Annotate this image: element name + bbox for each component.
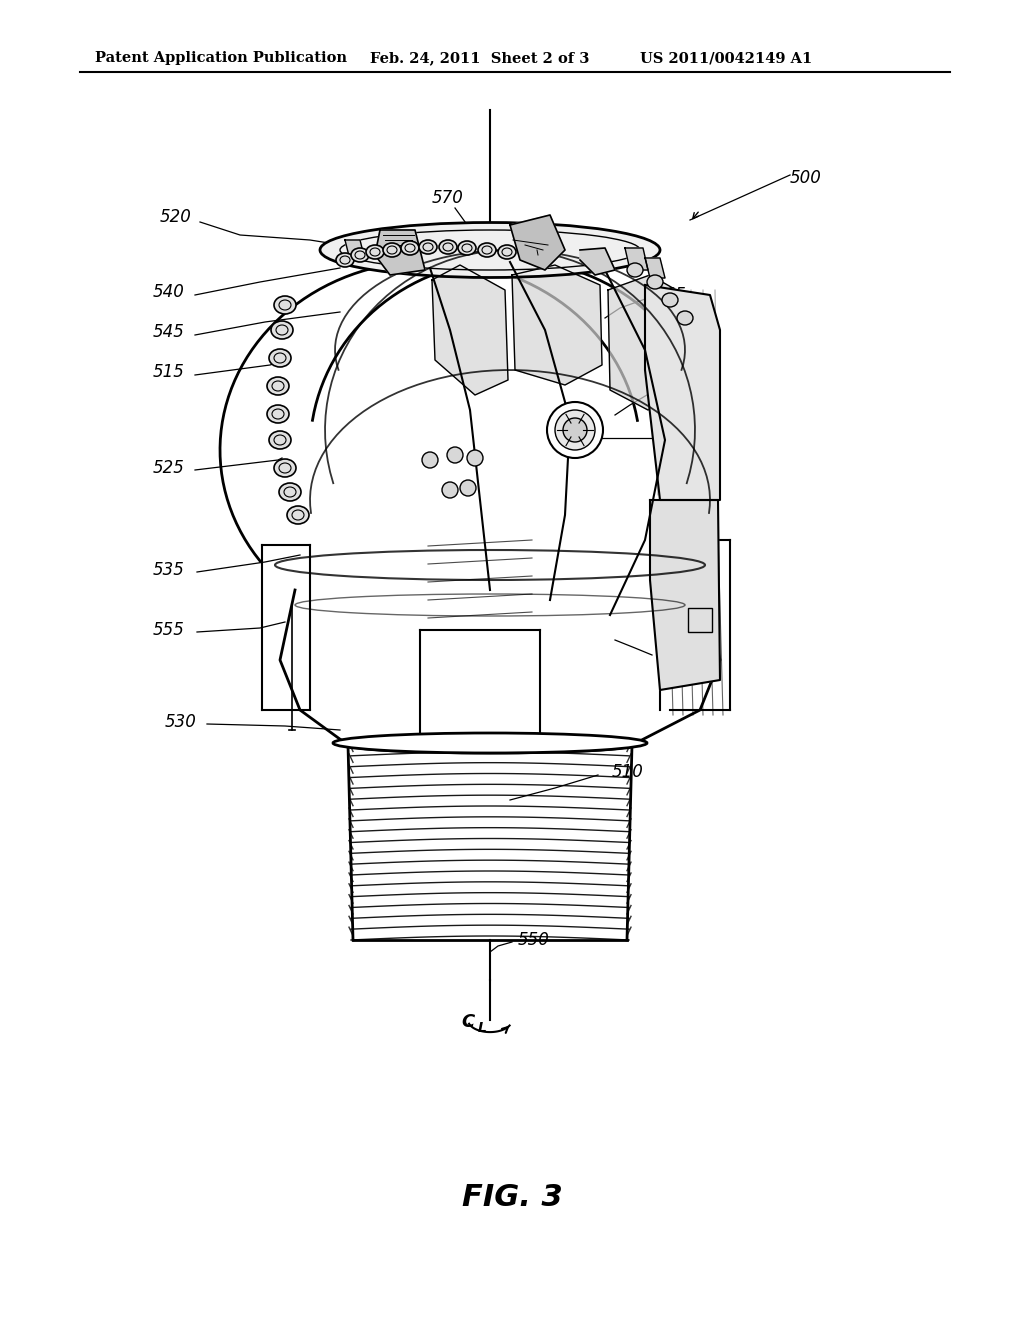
- Ellipse shape: [287, 506, 309, 524]
- Ellipse shape: [333, 733, 647, 752]
- Text: 505: 505: [660, 643, 692, 661]
- Text: 525: 525: [153, 459, 185, 477]
- Circle shape: [460, 480, 476, 496]
- Ellipse shape: [274, 459, 296, 477]
- Circle shape: [547, 403, 603, 458]
- Ellipse shape: [478, 243, 496, 257]
- Ellipse shape: [319, 223, 660, 277]
- Text: US 2011/0042149 A1: US 2011/0042149 A1: [640, 51, 812, 65]
- Ellipse shape: [498, 246, 516, 259]
- Text: 560: 560: [660, 426, 692, 444]
- Ellipse shape: [348, 737, 632, 752]
- Circle shape: [467, 450, 483, 466]
- Circle shape: [555, 411, 595, 450]
- Text: 520: 520: [160, 209, 191, 226]
- Text: 540: 540: [153, 282, 185, 301]
- Ellipse shape: [419, 240, 437, 253]
- Ellipse shape: [383, 243, 401, 257]
- Ellipse shape: [267, 378, 289, 395]
- Text: 550: 550: [518, 931, 550, 949]
- Text: C: C: [462, 1012, 475, 1031]
- Ellipse shape: [351, 248, 369, 261]
- Ellipse shape: [279, 483, 301, 502]
- Ellipse shape: [662, 293, 678, 308]
- Circle shape: [563, 418, 587, 442]
- Polygon shape: [645, 257, 665, 279]
- Polygon shape: [650, 500, 720, 690]
- Polygon shape: [345, 240, 365, 260]
- Circle shape: [442, 482, 458, 498]
- Ellipse shape: [274, 296, 296, 314]
- Polygon shape: [645, 285, 720, 500]
- Ellipse shape: [271, 321, 293, 339]
- Ellipse shape: [677, 312, 693, 325]
- Text: 570: 570: [660, 379, 692, 397]
- Circle shape: [447, 447, 463, 463]
- Text: 545: 545: [153, 323, 185, 341]
- Text: Patent Application Publication: Patent Application Publication: [95, 51, 347, 65]
- Ellipse shape: [647, 275, 663, 289]
- Polygon shape: [512, 265, 602, 385]
- Circle shape: [422, 451, 438, 469]
- Text: 535: 535: [153, 561, 185, 579]
- Polygon shape: [432, 265, 508, 395]
- Polygon shape: [625, 248, 648, 271]
- Polygon shape: [375, 230, 425, 275]
- Ellipse shape: [267, 405, 289, 422]
- Ellipse shape: [401, 242, 419, 255]
- Text: L: L: [477, 1020, 486, 1035]
- Text: 530: 530: [165, 713, 197, 731]
- Text: 555: 555: [153, 620, 185, 639]
- Ellipse shape: [269, 432, 291, 449]
- Polygon shape: [510, 215, 565, 271]
- Ellipse shape: [458, 242, 476, 255]
- Text: Feb. 24, 2011  Sheet 2 of 3: Feb. 24, 2011 Sheet 2 of 3: [370, 51, 590, 65]
- Polygon shape: [608, 275, 685, 411]
- Ellipse shape: [336, 253, 354, 267]
- Text: 565: 565: [655, 286, 687, 304]
- Polygon shape: [580, 248, 615, 275]
- Ellipse shape: [366, 246, 384, 259]
- Ellipse shape: [627, 263, 643, 277]
- Text: 570: 570: [432, 189, 464, 207]
- Text: FIG. 3: FIG. 3: [462, 1184, 562, 1213]
- Text: 500: 500: [790, 169, 822, 187]
- Text: 515: 515: [153, 363, 185, 381]
- Text: 510: 510: [612, 763, 644, 781]
- Ellipse shape: [439, 240, 457, 253]
- Ellipse shape: [269, 348, 291, 367]
